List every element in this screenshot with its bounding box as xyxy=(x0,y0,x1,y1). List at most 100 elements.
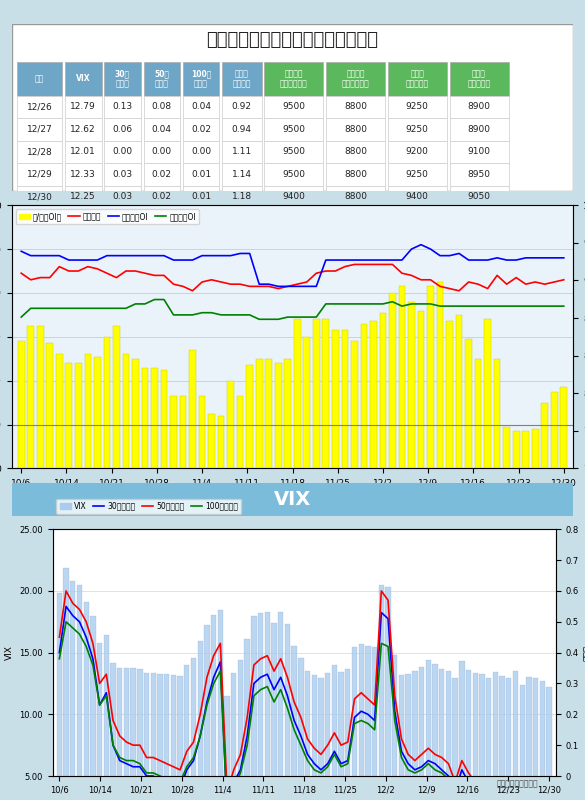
FancyBboxPatch shape xyxy=(326,186,385,208)
Bar xyxy=(493,673,498,800)
FancyBboxPatch shape xyxy=(144,96,180,118)
Bar xyxy=(526,677,532,800)
Bar xyxy=(439,670,445,800)
Text: 8900: 8900 xyxy=(467,125,490,134)
Bar xyxy=(164,674,170,800)
FancyBboxPatch shape xyxy=(144,163,180,186)
FancyBboxPatch shape xyxy=(183,118,219,141)
Text: 100日
百分位: 100日 百分位 xyxy=(191,70,211,89)
FancyBboxPatch shape xyxy=(104,141,141,163)
Bar xyxy=(124,668,129,800)
Text: 0.02: 0.02 xyxy=(191,125,211,134)
Bar xyxy=(237,396,243,644)
Bar xyxy=(332,665,337,800)
Bar xyxy=(150,673,156,800)
Bar xyxy=(503,426,510,644)
FancyBboxPatch shape xyxy=(65,141,102,163)
Bar xyxy=(392,655,397,800)
Text: 8800: 8800 xyxy=(344,170,367,179)
Bar xyxy=(63,569,69,800)
Y-axis label: VIX: VIX xyxy=(5,645,13,660)
Bar xyxy=(111,663,116,800)
Bar xyxy=(370,322,377,644)
Bar xyxy=(473,674,478,800)
Bar xyxy=(522,431,529,644)
Text: 12/29: 12/29 xyxy=(27,170,53,179)
Bar xyxy=(380,313,386,644)
Bar xyxy=(365,646,371,800)
Bar xyxy=(351,342,357,644)
Bar xyxy=(298,658,304,800)
Text: 9250: 9250 xyxy=(406,170,429,179)
Bar xyxy=(130,668,136,800)
Text: 12/26: 12/26 xyxy=(27,102,53,111)
Bar xyxy=(225,696,230,800)
FancyBboxPatch shape xyxy=(65,186,102,208)
Bar xyxy=(541,402,548,644)
FancyBboxPatch shape xyxy=(65,163,102,186)
Bar xyxy=(264,612,270,800)
Bar xyxy=(359,645,364,800)
FancyBboxPatch shape xyxy=(222,118,261,141)
Bar xyxy=(57,593,62,800)
Bar xyxy=(352,647,357,800)
Bar xyxy=(446,671,451,800)
Bar xyxy=(446,322,453,644)
Bar xyxy=(313,319,319,644)
Bar xyxy=(104,337,110,644)
Bar xyxy=(142,367,148,644)
Bar xyxy=(132,358,139,644)
FancyBboxPatch shape xyxy=(222,96,261,118)
Bar xyxy=(278,612,283,800)
Bar xyxy=(398,286,405,644)
Text: 9400: 9400 xyxy=(406,192,429,202)
Bar xyxy=(75,363,82,644)
Bar xyxy=(258,613,263,800)
Bar xyxy=(318,678,324,800)
Bar xyxy=(161,370,167,644)
Bar xyxy=(399,675,404,800)
Bar xyxy=(389,293,396,644)
Bar xyxy=(218,416,225,644)
FancyBboxPatch shape xyxy=(264,118,324,141)
Bar xyxy=(180,396,187,644)
Bar xyxy=(539,681,545,800)
Text: 0.04: 0.04 xyxy=(152,125,171,134)
Bar xyxy=(305,671,310,800)
FancyBboxPatch shape xyxy=(12,483,573,516)
FancyBboxPatch shape xyxy=(183,62,219,96)
Text: 9100: 9100 xyxy=(467,147,490,156)
Text: 30日
百分位: 30日 百分位 xyxy=(115,70,130,89)
FancyBboxPatch shape xyxy=(18,118,62,141)
Text: 統一期貨研究科製作: 統一期貨研究科製作 xyxy=(497,779,538,788)
Text: 0.02: 0.02 xyxy=(152,170,171,179)
Bar xyxy=(560,387,567,644)
FancyBboxPatch shape xyxy=(104,163,141,186)
Bar xyxy=(494,358,501,644)
Bar xyxy=(486,678,491,800)
FancyBboxPatch shape xyxy=(388,163,447,186)
Text: 1.11: 1.11 xyxy=(232,147,252,156)
FancyBboxPatch shape xyxy=(388,118,447,141)
FancyBboxPatch shape xyxy=(104,62,141,96)
FancyBboxPatch shape xyxy=(65,62,102,96)
Text: 賣權最大
未平倉履約價: 賣權最大 未平倉履約價 xyxy=(342,70,369,89)
FancyBboxPatch shape xyxy=(65,118,102,141)
Text: 8800: 8800 xyxy=(344,125,367,134)
Bar xyxy=(456,315,462,644)
FancyBboxPatch shape xyxy=(388,96,447,118)
Text: 9500: 9500 xyxy=(282,125,305,134)
FancyBboxPatch shape xyxy=(264,96,324,118)
FancyBboxPatch shape xyxy=(388,62,447,96)
FancyBboxPatch shape xyxy=(104,96,141,118)
Bar xyxy=(211,615,216,800)
FancyBboxPatch shape xyxy=(450,186,509,208)
FancyBboxPatch shape xyxy=(144,118,180,141)
Bar xyxy=(238,660,243,800)
FancyBboxPatch shape xyxy=(183,96,219,118)
FancyBboxPatch shape xyxy=(12,24,573,190)
Text: 0.00: 0.00 xyxy=(152,147,172,156)
Bar xyxy=(228,381,234,644)
Bar xyxy=(532,429,539,644)
Text: 12.62: 12.62 xyxy=(70,125,96,134)
